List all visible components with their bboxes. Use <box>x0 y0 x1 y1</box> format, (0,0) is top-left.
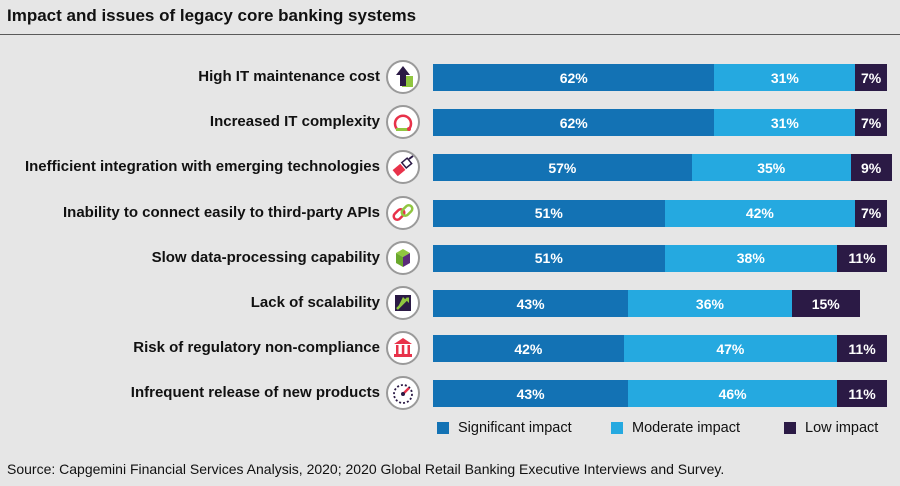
plug-integration-icon <box>386 150 420 185</box>
bar-segment-moderate: 31% <box>714 109 856 137</box>
legend-item-low: Low impact <box>784 420 878 436</box>
data-label-significant: 43% <box>516 385 545 402</box>
bar-segment-low: 15% <box>791 290 860 317</box>
bar-segment-low: 7% <box>855 199 887 227</box>
category-label: Lack of scalability <box>250 294 380 311</box>
bar-segment-low: 11% <box>837 244 887 272</box>
legend-label-moderate: Moderate impact <box>632 420 740 436</box>
data-label-moderate: 35% <box>757 159 786 176</box>
bar-segment-low: 7% <box>855 64 887 91</box>
data-label-significant: 42% <box>514 340 543 357</box>
category-label: High IT maintenance cost <box>198 68 380 85</box>
legend-item-significant: Significant impact <box>437 420 572 436</box>
chain-link-icon <box>386 195 420 230</box>
bar-segment-significant: 42% <box>433 335 624 363</box>
data-label-low: 11% <box>848 385 876 402</box>
data-label-moderate: 31% <box>770 69 799 86</box>
bar-segment-significant: 43% <box>433 290 629 317</box>
bar-segment-moderate: 47% <box>623 335 838 363</box>
data-label-low: 11% <box>848 340 876 357</box>
data-label-moderate: 38% <box>736 250 765 267</box>
data-label-low: 7% <box>860 205 882 222</box>
data-label-low: 7% <box>860 114 882 131</box>
scalability-arrow-icon <box>386 286 420 320</box>
bar-segment-moderate: 46% <box>628 380 838 408</box>
bar-segment-low: 9% <box>850 154 892 182</box>
data-label-low: 9% <box>860 159 882 176</box>
data-label-low: 7% <box>860 69 882 86</box>
bar-segment-moderate: 42% <box>664 199 856 227</box>
data-label-moderate: 46% <box>718 385 747 402</box>
legend-label-significant: Significant impact <box>458 420 572 436</box>
bar-segment-significant: 43% <box>433 380 629 408</box>
bar-segment-moderate: 35% <box>691 154 851 182</box>
legend-swatch-significant <box>437 422 449 434</box>
bar-segment-moderate: 31% <box>714 64 856 91</box>
data-label-moderate: 36% <box>695 295 724 312</box>
data-label-moderate: 42% <box>745 205 774 222</box>
cost-arrow-up-icon <box>386 60 420 94</box>
bar-segment-significant: 62% <box>433 64 715 91</box>
data-label-low: 15% <box>811 295 840 312</box>
legend-label-low: Low impact <box>805 420 879 436</box>
bar-segment-low: 7% <box>855 109 887 137</box>
data-label-significant: 51% <box>534 250 563 267</box>
category-label: Inefficient integration with emerging te… <box>24 158 380 176</box>
bar-segment-low: 11% <box>837 380 887 408</box>
category-label: Inability to connect easily to third-par… <box>63 203 380 221</box>
data-label-low: 11% <box>848 250 876 267</box>
title-divider <box>0 34 900 35</box>
data-cube-icon <box>386 240 420 275</box>
category-label: Infrequent release of new products <box>130 384 380 402</box>
category-label: Increased IT complexity <box>209 113 380 131</box>
bar-segment-significant: 57% <box>433 154 692 182</box>
bar-segment-significant: 51% <box>433 244 665 272</box>
bar-segment-moderate: 38% <box>664 244 838 272</box>
bank-building-icon <box>386 331 420 366</box>
data-label-moderate: 31% <box>770 114 799 131</box>
data-label-moderate: 47% <box>716 340 745 357</box>
legend-swatch-moderate <box>611 422 623 434</box>
legend-item-moderate: Moderate impact <box>611 420 740 436</box>
bar-segment-moderate: 36% <box>628 290 792 317</box>
category-label: Risk of regulatory non-compliance <box>133 339 380 357</box>
bar-segment-low: 11% <box>837 335 887 363</box>
data-label-significant: 62% <box>559 69 588 86</box>
data-label-significant: 62% <box>559 114 588 131</box>
complexity-loop-icon <box>386 105 420 140</box>
speedometer-icon <box>386 376 420 411</box>
category-label: Slow data-processing capability <box>151 248 380 266</box>
legend-swatch-low <box>784 422 796 434</box>
data-label-significant: 57% <box>548 159 577 176</box>
bar-segment-significant: 51% <box>433 199 665 227</box>
chart-title: Impact and issues of legacy core banking… <box>7 6 417 25</box>
bar-segment-significant: 62% <box>433 109 715 137</box>
data-label-significant: 43% <box>516 295 545 312</box>
data-label-significant: 51% <box>534 205 563 222</box>
source-note: Source: Capgemini Financial Services Ana… <box>7 461 725 477</box>
